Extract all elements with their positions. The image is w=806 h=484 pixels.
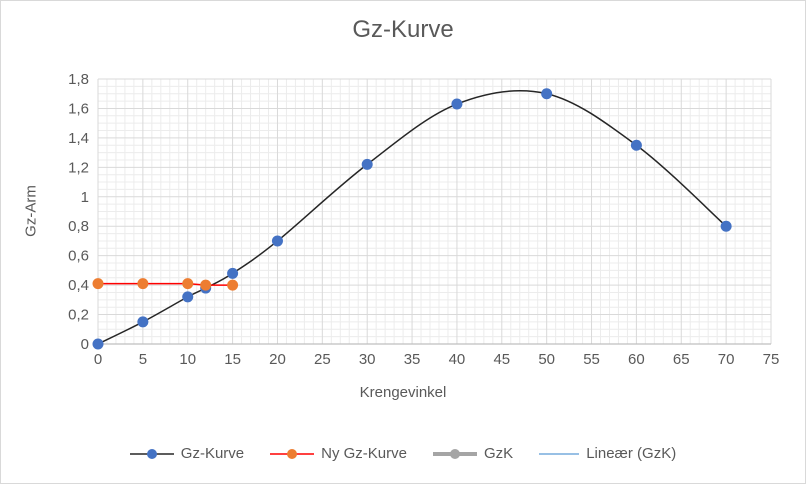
y-tick-label: 0 [81,336,89,353]
y-tick-label: 0,6 [68,248,89,265]
x-axis-title: Krengevinkel [359,384,447,401]
x-tick-label: 55 [583,351,600,368]
legend-marker-gzk [433,448,477,459]
legend-label: Ny Gz-Kurve [321,445,407,462]
data-point-marker[interactable] [227,279,239,291]
legend-item-gz-kurve[interactable]: Gz-Kurve [129,445,245,462]
data-point-marker[interactable] [720,220,732,232]
data-point-marker[interactable] [137,278,149,290]
x-tick-label: 0 [94,351,102,368]
series-markers-0 [92,88,732,350]
y-tick-label: 1 [81,189,89,206]
data-point-marker[interactable] [182,278,194,290]
y-tick-label: 1,4 [68,130,89,147]
x-tick-label: 50 [538,351,555,368]
chart-title: Gz-Kurve [352,16,454,43]
y-tick-label: 1,8 [68,71,89,88]
x-tick-label: 35 [404,351,421,368]
x-tick-label: 45 [493,351,510,368]
x-tick-labels: 0 5 10 15 20 25 30 35 40 45 50 55 60 65 70 75 [94,351,780,368]
legend-item-lineaer-gzk[interactable]: Lineær (GzK) [539,445,676,462]
legend-label: Gz-Kurve [180,445,245,462]
x-tick-label: 10 [179,351,196,368]
y-tick-label: 1,6 [68,100,89,117]
data-point-marker[interactable] [451,98,463,110]
x-tick-label: 70 [718,351,735,368]
legend-marker-lineaer-gzk [539,452,580,455]
x-tick-label: 20 [269,351,286,368]
data-point-marker[interactable] [92,278,104,290]
data-point-marker[interactable] [92,338,104,350]
x-tick-label: 15 [224,351,241,368]
data-point-marker[interactable] [182,291,194,303]
y-tick-label: 0,2 [68,307,89,324]
y-tick-label: 0,4 [68,277,89,294]
x-tick-label: 5 [139,351,147,368]
x-tick-label: 75 [763,351,780,368]
legend-item-gzk[interactable]: GzK [433,445,513,462]
legend-label: GzK [484,445,514,462]
legend-label: Lineær (GzK) [586,445,677,462]
legend-item-ny-gz-kurve[interactable]: Ny Gz-Kurve [270,445,407,462]
x-tick-label: 25 [314,351,331,368]
legend-marker-gz-kurve [129,448,174,459]
x-tick-label: 60 [628,351,645,368]
x-tick-label: 30 [359,351,376,368]
x-tick-label: 40 [449,351,466,368]
data-point-marker[interactable] [271,235,283,247]
data-point-marker[interactable] [200,279,212,291]
data-point-marker[interactable] [361,158,373,170]
x-tick-label: 65 [673,351,690,368]
y-axis-title: Gz-Arm [22,185,40,237]
series-markers-1 [92,278,239,291]
y-tick-label: 0,8 [68,218,89,235]
y-tick-labels: 0 0,2 0,4 0,6 0,8 1 1,2 1,4 1,6 1,8 [68,71,89,353]
data-point-marker[interactable] [630,139,642,151]
data-point-marker[interactable] [541,88,553,100]
legend-marker-ny-gz-kurve [270,448,315,459]
data-point-marker[interactable] [227,267,239,279]
legend: Gz-Kurve Ny Gz-Kurve GzK Lineær (GzK) [1,445,805,462]
minor-gridlines [98,79,771,344]
y-tick-label: 1,2 [68,159,89,176]
data-point-marker[interactable] [137,316,149,328]
